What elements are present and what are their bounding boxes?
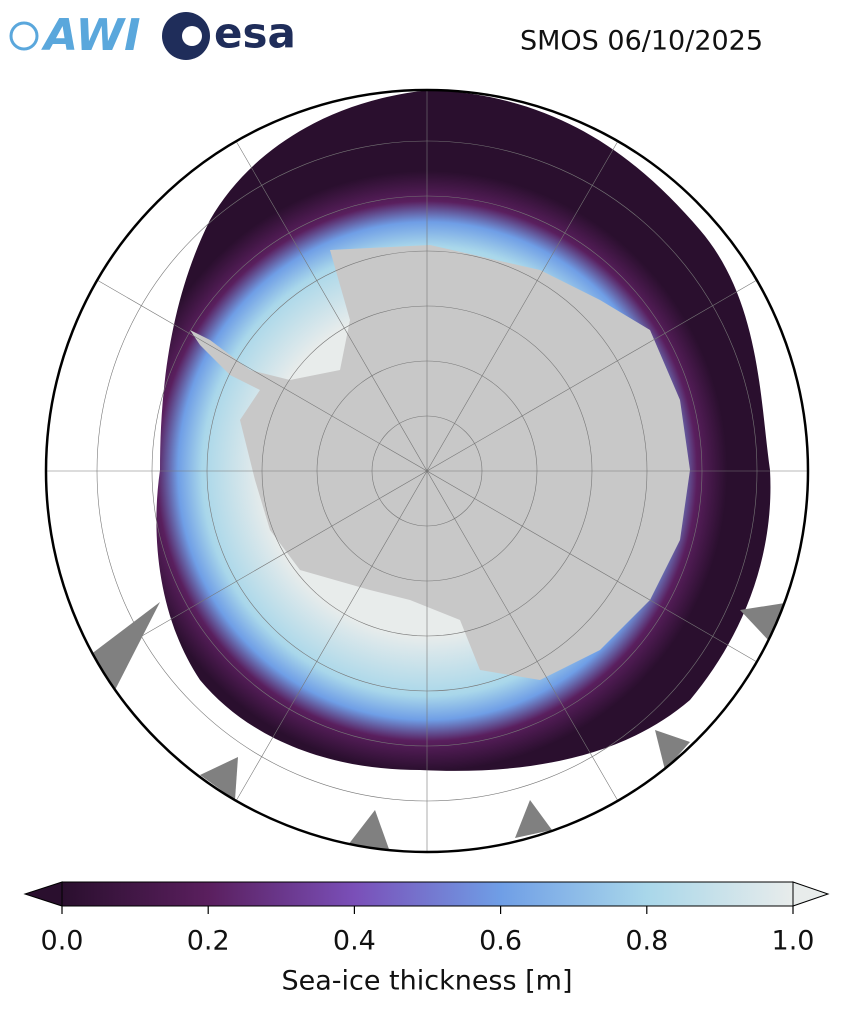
colorbar: [23, 881, 830, 907]
tick-label: 0.8: [625, 926, 668, 957]
tick-label: 0.0: [41, 926, 84, 957]
awi-logo: AWI: [9, 10, 141, 61]
tick-label: 0.4: [333, 926, 376, 957]
tick-label: 0.2: [187, 926, 230, 957]
logo-text: AWI: [41, 10, 141, 61]
colorbar-label: Sea-ice thickness [m]: [281, 966, 572, 997]
map-title: SMOS 06/10/2025: [520, 26, 763, 57]
logo-text: esa: [214, 9, 296, 58]
tick-label: 1.0: [772, 926, 815, 957]
map: [46, 90, 808, 852]
tick-label: 0.6: [479, 926, 522, 957]
esa-logo: esa: [162, 9, 296, 60]
